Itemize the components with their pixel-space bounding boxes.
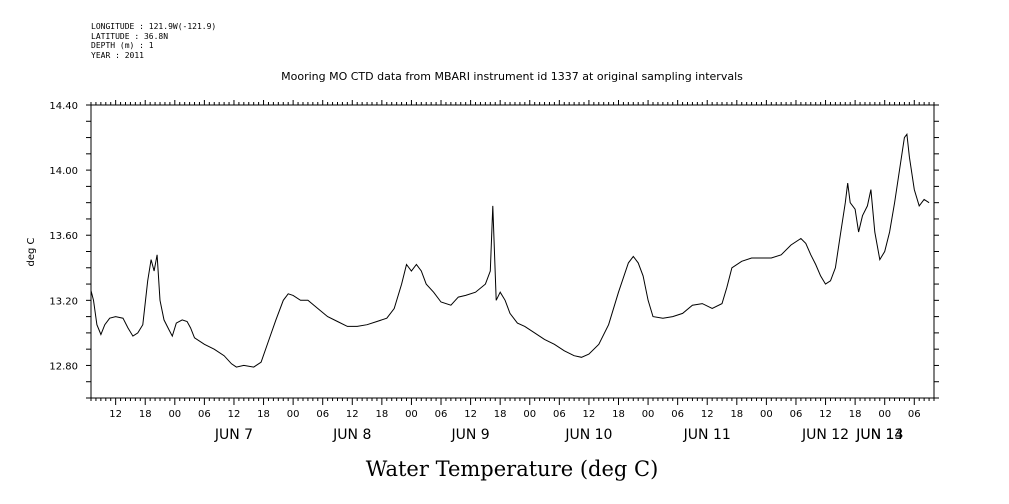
y-tick-label: 13.20 [49,296,78,307]
x-hour-label: 12 [819,409,832,420]
x-hour-label: 06 [316,409,329,420]
x-hour-label: 06 [553,409,566,420]
tick-marks [86,100,939,405]
axes [90,104,935,399]
x-hour-label: 00 [523,409,536,420]
x-hour-label: 06 [198,409,211,420]
x-hour-label: 18 [612,409,625,420]
x-hour-label: 00 [405,409,418,420]
metadata-block: LONGITUDE : 121.9W(-121.9) LATITUDE : 36… [91,22,216,60]
x-day-label: JUN 8 [332,427,371,443]
x-hour-label: 06 [908,409,921,420]
x-day-label: JUN 9 [450,427,489,443]
x-hour-label: 18 [849,409,862,420]
x-hour-label: 18 [494,409,507,420]
x-day-label: JUN 13 [855,427,903,443]
x-hour-label: 12 [701,409,714,420]
y-tick-label: 14.40 [49,101,78,112]
x-hour-label: 12 [464,409,477,420]
x-hour-label: 12 [109,409,122,420]
plot-frame [90,104,935,399]
x-axis-title: Water Temperature (deg C) [366,457,659,481]
x-day-label: JUN 11 [683,427,731,443]
y-tick-label: 13.60 [49,231,78,242]
y-axis-label: deg C [26,237,37,266]
longitude-label: LONGITUDE : 121.9W(-121.9) [91,22,217,31]
x-day-label: JUN 7 [214,427,253,443]
x-hour-label: 12 [228,409,241,420]
y-tick-label: 12.80 [49,361,78,372]
x-hour-label: 06 [435,409,448,420]
chart-title: Mooring MO CTD data from MBARI instrumen… [281,70,743,83]
x-hour-label: 06 [790,409,803,420]
x-hour-label: 18 [257,409,270,420]
series-line [90,132,930,368]
x-day-label: JUN 10 [564,427,612,443]
x-hour-label: 06 [671,409,684,420]
x-hour-label: 00 [878,409,891,420]
depth-label: DEPTH (m) : 1 [91,41,154,50]
x-hour-label: 12 [583,409,596,420]
x-hour-label: 12 [346,409,359,420]
x-hour-label: 18 [730,409,743,420]
tick-labels: 12 18 00 06 12 18 00 06 12 18 00 06 12 18 00 06 12 18 00 06… [49,101,920,443]
x-day-label: JUN 12 [801,427,849,443]
x-hour-label: 00 [287,409,300,420]
year-label: YEAR : 2011 [91,50,144,60]
x-hour-label: 18 [139,409,152,420]
x-hour-label: 00 [642,409,655,420]
x-hour-label: 00 [168,409,181,420]
y-tick-label: 14.00 [49,166,78,177]
x-day-label: JUN 14 [855,427,903,443]
x-hour-label: 00 [760,409,773,420]
x-hour-label: 18 [375,409,388,420]
latitude-label: LATITUDE : 36.8N [91,31,169,41]
